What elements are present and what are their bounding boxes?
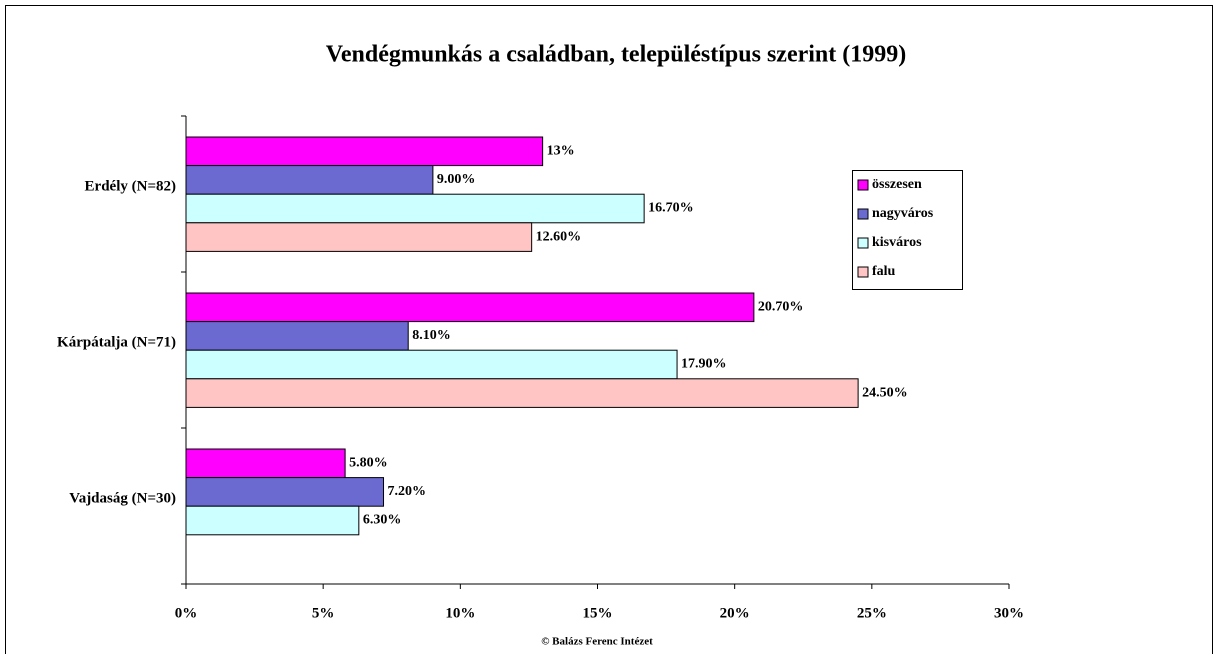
value-label: 16.70%	[648, 201, 694, 216]
bar	[185, 321, 409, 351]
value-label: 12.60%	[536, 229, 582, 244]
bar	[185, 505, 360, 536]
value-label: 17.90%	[681, 357, 727, 372]
y-tick-label: Kárpátalja (N=71)	[57, 334, 176, 350]
bar	[185, 448, 346, 479]
value-label: 13%	[547, 144, 575, 159]
bar	[185, 477, 385, 507]
bar	[185, 193, 645, 224]
bar	[185, 136, 544, 167]
legend-swatch	[857, 266, 869, 278]
legend-box	[852, 170, 963, 290]
value-label: 24.50%	[862, 385, 908, 400]
chart-title: Vendégmunkás a családban, településtípus…	[326, 42, 907, 68]
x-tick-label: 0%	[175, 605, 198, 621]
y-tick-label: Erdély (N=82)	[85, 178, 176, 194]
value-label: 7.20%	[388, 484, 427, 499]
frame	[5, 5, 1213, 654]
legend-label: nagyváros	[872, 206, 934, 221]
legend-label: összesen	[872, 177, 922, 192]
source-note: © Balázs Ferenc Intézet	[541, 636, 653, 648]
x-tick-label: 10%	[445, 605, 475, 621]
x-tick-label: 25%	[857, 605, 887, 621]
value-label: 8.10%	[412, 328, 451, 343]
legend-swatch	[857, 208, 869, 220]
value-label: 9.00%	[437, 172, 476, 187]
value-label: 5.80%	[349, 456, 388, 471]
bar	[185, 349, 678, 380]
bar	[185, 378, 859, 408]
x-tick-label: 5%	[312, 605, 335, 621]
legend-label: kisváros	[872, 235, 922, 250]
legend-label: falu	[872, 264, 896, 279]
legend-swatch	[857, 237, 869, 249]
legend-swatch	[857, 179, 869, 191]
bar	[185, 222, 533, 252]
value-label: 20.70%	[758, 300, 804, 315]
bar	[185, 292, 755, 323]
x-tick-label: 15%	[583, 605, 613, 621]
x-tick-label: 30%	[994, 605, 1024, 621]
bar	[185, 165, 434, 195]
value-label: 6.30%	[363, 513, 402, 528]
x-tick-label: 20%	[720, 605, 750, 621]
y-tick-label: Vajdaság (N=30)	[69, 490, 176, 506]
